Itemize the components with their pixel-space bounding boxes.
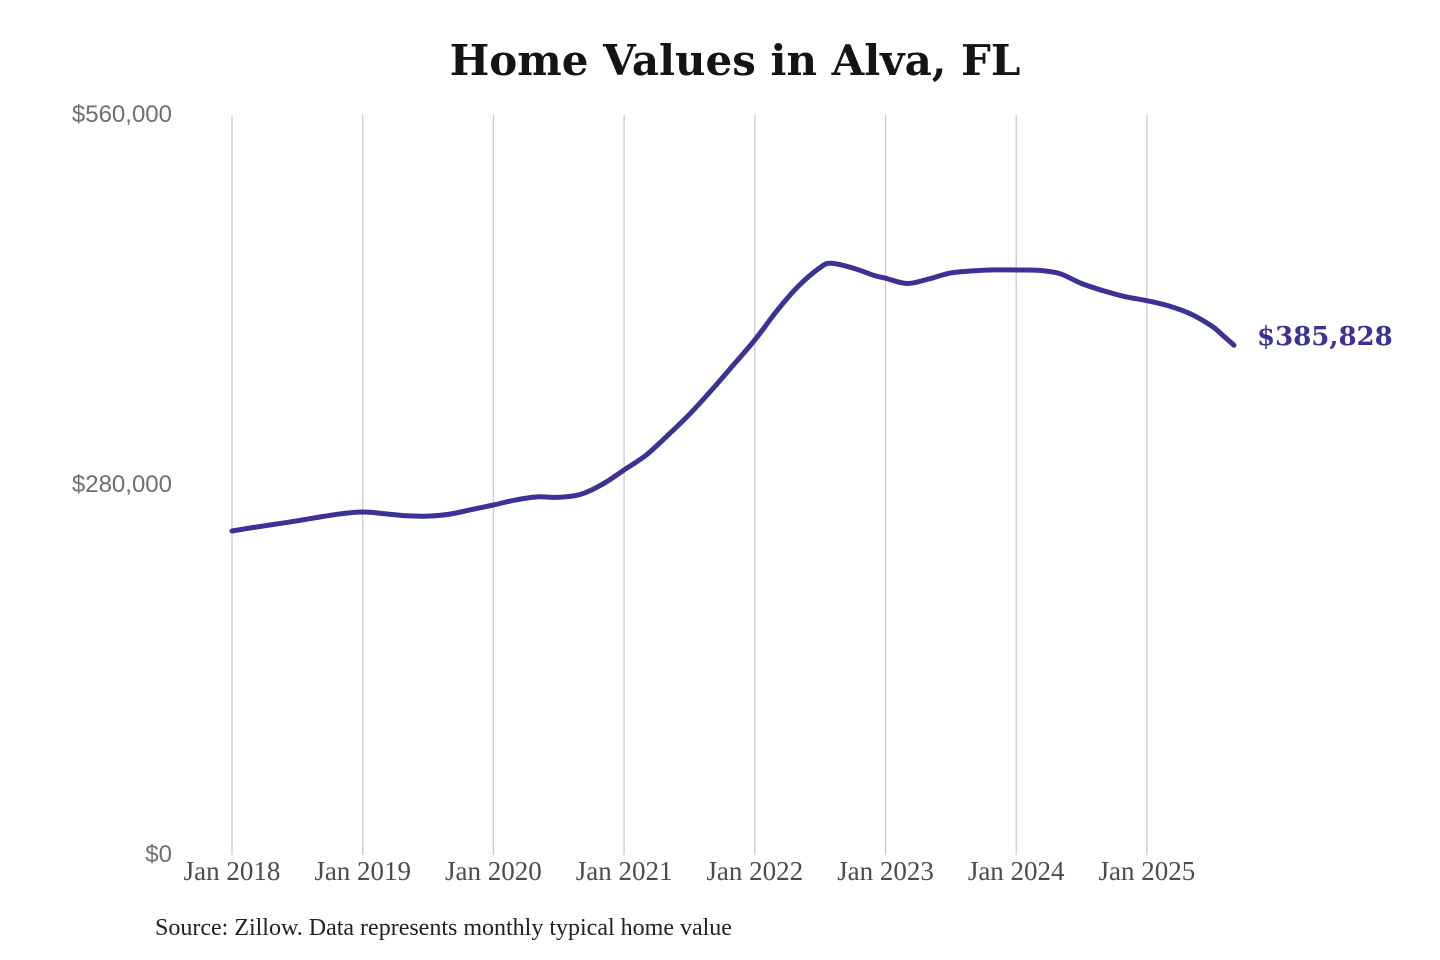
x-tick-label: Jan 2025 xyxy=(1098,856,1196,886)
x-tick-label: Jan 2022 xyxy=(706,856,804,886)
x-tick-label: Jan 2021 xyxy=(575,856,673,886)
y-tick-label: $280,000 xyxy=(71,471,172,498)
home-value-line xyxy=(229,260,1237,534)
x-tick-label: Jan 2023 xyxy=(837,856,934,886)
y-tick-label: $560,000 xyxy=(71,101,172,128)
y-tick-label: $0 xyxy=(145,841,172,868)
source-note: Source: Zillow. Data represents monthly … xyxy=(155,915,732,941)
chart-title: Home Values in Alva, FL xyxy=(449,36,1021,85)
x-tick-label: Jan 2020 xyxy=(445,856,542,886)
x-tick-label: Jan 2019 xyxy=(314,856,412,886)
final-value-label: $385,828 xyxy=(1257,322,1393,353)
x-tick-label: Jan 2024 xyxy=(967,856,1065,886)
x-tick-label: Jan 2018 xyxy=(183,856,281,886)
